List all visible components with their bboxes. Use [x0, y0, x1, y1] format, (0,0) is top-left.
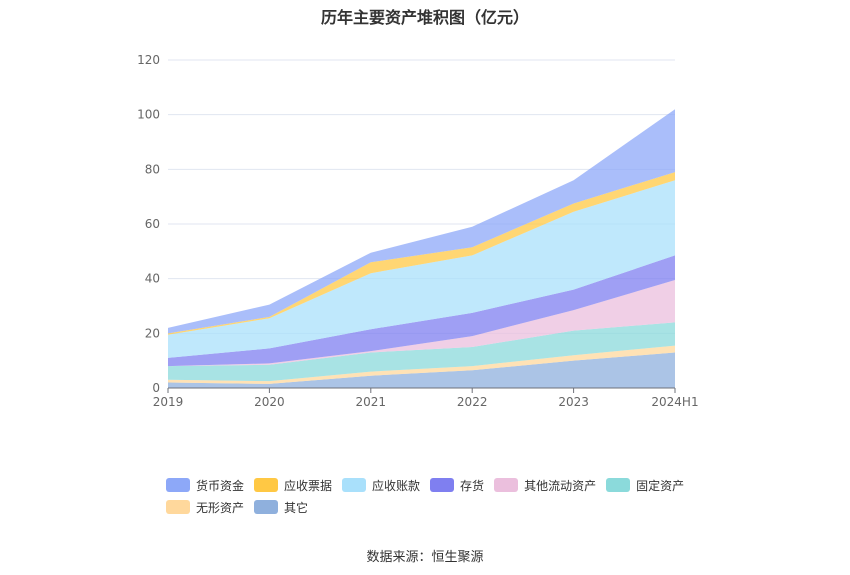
area-存货 [168, 255, 675, 367]
y-axis: 0 20 40 60 80 100 120 [137, 53, 160, 395]
x-tick-label: 2021 [356, 395, 387, 409]
y-tick-label: 80 [145, 162, 160, 176]
area-其它 [168, 352, 675, 388]
chart-title: 历年主要资产堆积图（亿元） [320, 8, 529, 27]
legend-swatch [342, 478, 367, 492]
chart-legend: 货币资金 应收票据 应收账款 存货 其他流动资产 固定资产无形资产 其它 [166, 474, 726, 518]
legend-swatch [254, 478, 279, 492]
area-应收账款 [168, 180, 675, 358]
legend-label: 其他流动资产 [524, 478, 597, 493]
legend-item[interactable]: 固定资产 [606, 474, 684, 496]
area-固定资产 [168, 322, 675, 382]
y-tick-label: 60 [145, 217, 160, 231]
legend-item[interactable]: 应收账款 [342, 474, 420, 496]
legend-label: 固定资产 [636, 478, 685, 493]
area-series [168, 109, 675, 388]
x-tick-label: 2022 [457, 395, 488, 409]
data-source: 数据来源：恒生聚源 [366, 550, 484, 565]
legend-swatch [430, 478, 455, 492]
legend-swatch [166, 478, 190, 492]
legend-item[interactable]: 无形资产 [166, 496, 244, 518]
y-tick-label: 0 [152, 381, 160, 395]
legend-item[interactable]: 其他流动资产 [494, 474, 596, 496]
legend-swatch [606, 478, 631, 492]
legend-swatch [166, 500, 190, 514]
stacked-area-chart: 0 20 40 60 80 100 120 2019 2020 2021 2022 2023 2024… [137, 53, 699, 409]
legend-item[interactable]: 货币资金 [166, 474, 244, 496]
x-tick-labels: 2019 2020 2021 2022 2023 2024H1 [153, 395, 699, 409]
y-tick-label: 40 [145, 272, 160, 286]
x-tick-label: 2019 [153, 395, 184, 409]
y-tick-label: 20 [145, 326, 160, 340]
legend-label: 货币资金 [196, 478, 245, 493]
y-tick-label: 120 [137, 53, 160, 67]
legend-item[interactable]: 其它 [254, 496, 308, 518]
legend-swatch [254, 500, 279, 514]
y-tick-label: 100 [137, 108, 160, 122]
legend-label: 应收账款 [372, 478, 421, 493]
area-其他流动资产 [168, 280, 675, 367]
legend-item[interactable]: 存货 [430, 474, 484, 496]
legend-label: 其它 [284, 500, 309, 515]
legend-label: 存货 [460, 478, 485, 493]
x-tick-label: 2023 [558, 395, 589, 409]
x-tick-label: 2024H1 [651, 395, 698, 409]
x-tick-label: 2020 [254, 395, 285, 409]
legend-label: 无形资产 [196, 500, 245, 515]
x-axis [167, 387, 676, 393]
legend-label: 应收票据 [284, 478, 333, 493]
legend-swatch [494, 478, 519, 492]
area-应收票据 [168, 172, 675, 335]
legend-item[interactable]: 应收票据 [254, 474, 332, 496]
